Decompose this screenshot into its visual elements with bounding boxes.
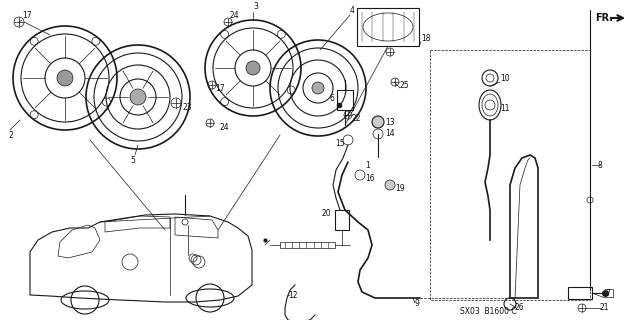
Text: 11: 11 — [500, 103, 510, 113]
Text: 2: 2 — [8, 131, 13, 140]
Bar — [568, 287, 592, 299]
Text: 26: 26 — [515, 302, 524, 311]
Circle shape — [130, 89, 146, 105]
Circle shape — [372, 116, 384, 128]
Bar — [430, 50, 590, 300]
Text: 7: 7 — [605, 289, 610, 298]
Text: FR.: FR. — [595, 13, 613, 23]
Text: 4: 4 — [350, 5, 355, 14]
Bar — [335, 210, 349, 230]
Bar — [280, 242, 335, 248]
Text: 14: 14 — [385, 129, 394, 138]
Circle shape — [57, 70, 73, 86]
Text: 3: 3 — [253, 2, 258, 11]
Text: 20: 20 — [322, 209, 332, 218]
Text: 24: 24 — [230, 11, 240, 20]
Text: 9: 9 — [415, 299, 420, 308]
Text: 19: 19 — [395, 183, 404, 193]
Text: 10: 10 — [500, 74, 510, 83]
Text: 16: 16 — [365, 173, 375, 182]
Text: 15: 15 — [335, 139, 345, 148]
Text: 17: 17 — [22, 11, 32, 20]
Text: 23: 23 — [183, 102, 193, 111]
Bar — [357, 8, 419, 46]
Text: 24: 24 — [220, 123, 230, 132]
Bar — [337, 90, 353, 110]
Bar — [605, 289, 613, 297]
Text: 6: 6 — [330, 93, 335, 102]
Circle shape — [385, 180, 395, 190]
Circle shape — [312, 82, 324, 94]
Text: 12: 12 — [288, 291, 297, 300]
Text: 18: 18 — [421, 34, 430, 43]
Text: 22: 22 — [352, 114, 361, 123]
Text: 21: 21 — [600, 303, 609, 313]
Text: 25: 25 — [400, 81, 410, 90]
Text: 13: 13 — [385, 117, 394, 126]
Text: 5: 5 — [130, 156, 135, 164]
Text: 8: 8 — [598, 161, 603, 170]
Text: 1: 1 — [365, 161, 370, 170]
Circle shape — [246, 61, 260, 75]
Text: 17: 17 — [215, 84, 224, 92]
Text: SX03  B1600 C: SX03 B1600 C — [460, 308, 517, 316]
